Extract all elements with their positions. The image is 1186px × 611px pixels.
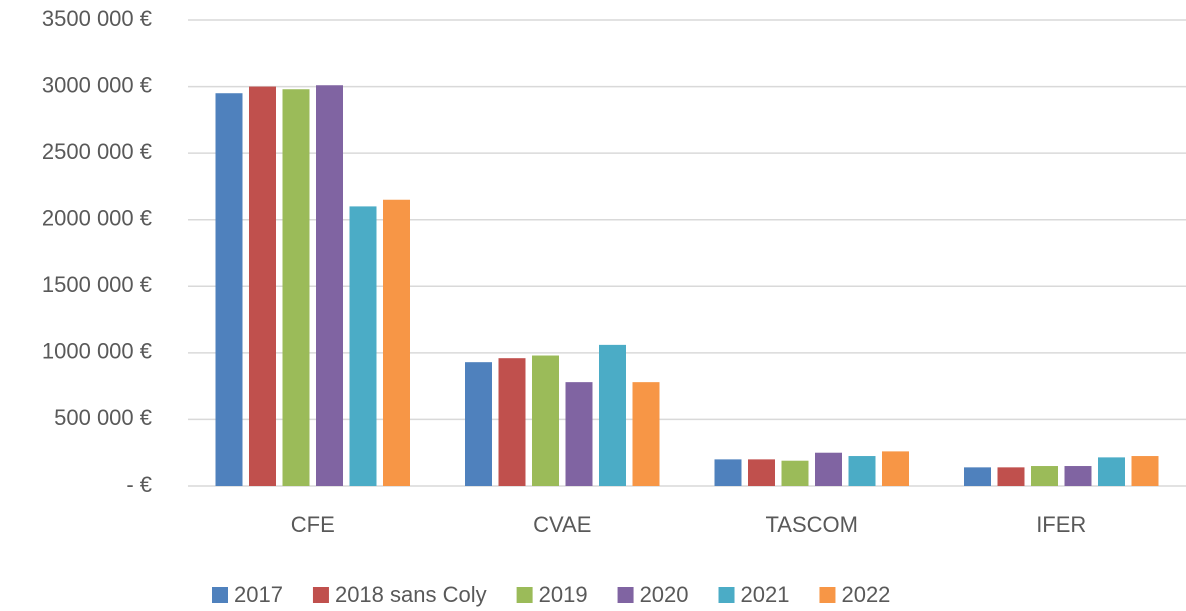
y-tick-label: 2500 000 € xyxy=(42,139,152,164)
bar xyxy=(532,355,559,486)
bar xyxy=(781,460,809,486)
bar xyxy=(1031,466,1058,486)
legend-label: 2019 xyxy=(539,582,588,607)
legend-label: 2018 sans Coly xyxy=(335,582,487,607)
legend-swatch xyxy=(212,587,228,603)
bar xyxy=(882,451,909,486)
bar xyxy=(964,467,991,486)
bar xyxy=(1098,457,1125,486)
y-tick-label: 3000 000 € xyxy=(42,72,152,97)
x-tick-label: CFE xyxy=(291,512,335,537)
y-tick-label: 3500 000 € xyxy=(42,6,152,31)
bar xyxy=(1064,466,1092,486)
legend-swatch xyxy=(516,587,533,603)
bar xyxy=(316,85,343,487)
legend-label: 2021 xyxy=(741,582,790,607)
bar xyxy=(748,459,775,486)
x-tick-label: IFER xyxy=(1036,512,1086,537)
bar xyxy=(848,456,876,486)
y-tick-label: 1000 000 € xyxy=(42,339,152,364)
bar xyxy=(498,358,526,486)
legend-swatch xyxy=(819,587,836,603)
y-tick-label: 2000 000 € xyxy=(42,206,152,231)
bar xyxy=(383,199,410,486)
bar xyxy=(215,93,243,486)
bar xyxy=(997,467,1025,486)
bar xyxy=(249,86,276,487)
x-tick-label: CVAE xyxy=(533,512,591,537)
bar xyxy=(465,362,492,486)
legend-swatch xyxy=(312,587,329,603)
y-tick-label: 1500 000 € xyxy=(42,272,152,297)
legend-swatch xyxy=(718,587,735,603)
bar xyxy=(349,206,377,486)
bar xyxy=(1131,456,1159,486)
y-tick-label: 500 000 € xyxy=(54,405,152,430)
legend-label: 2017 xyxy=(234,582,283,607)
legend-label: 2020 xyxy=(640,582,689,607)
legend-label: 2022 xyxy=(841,582,890,607)
bar xyxy=(565,382,593,486)
bar xyxy=(282,89,310,486)
y-tick-label: - € xyxy=(126,472,152,497)
bar xyxy=(632,382,660,486)
legend-swatch xyxy=(617,587,634,603)
x-tick-label: TASCOM xyxy=(766,512,858,537)
bar xyxy=(714,459,742,486)
bar xyxy=(599,344,626,486)
bar xyxy=(815,452,842,486)
